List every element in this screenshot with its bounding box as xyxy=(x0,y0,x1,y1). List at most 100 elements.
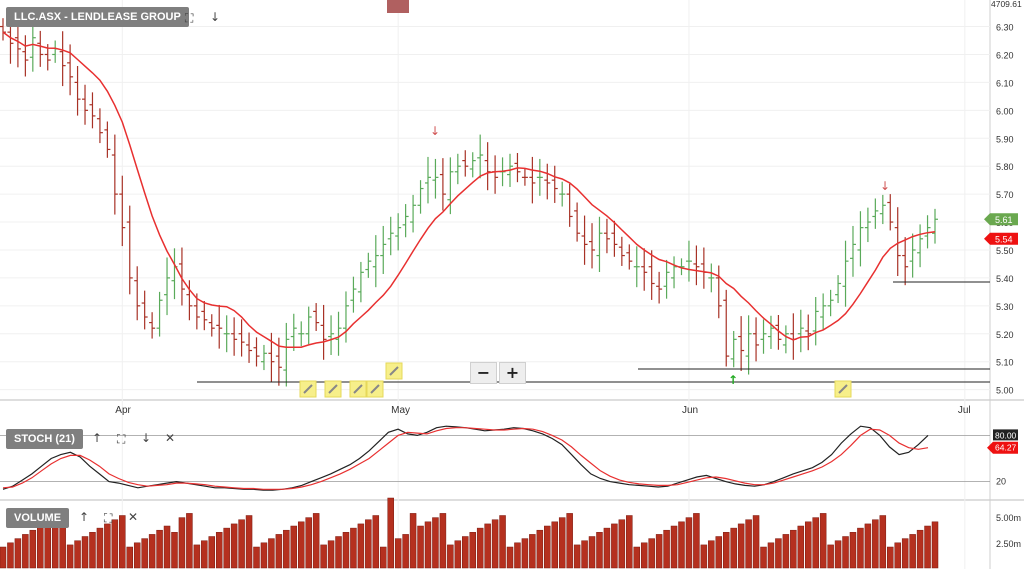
volume-bar xyxy=(156,529,163,569)
volume-bar xyxy=(193,544,201,569)
volume-bar xyxy=(268,538,275,569)
volume-bar xyxy=(655,534,663,569)
volume-tick-label: 2.50m xyxy=(996,539,1021,549)
volume-bar xyxy=(581,540,588,569)
volume-bar xyxy=(37,525,44,569)
zoom-in-button[interactable]: + xyxy=(499,362,526,384)
y-tick-label: 6.00 xyxy=(996,106,1014,116)
volume-bar xyxy=(394,538,402,569)
volume-bar xyxy=(857,527,864,569)
volume-bar xyxy=(297,521,305,569)
volume-bar xyxy=(119,515,126,569)
volume-bar xyxy=(417,525,424,569)
volume-bar xyxy=(648,538,655,569)
volume-bar xyxy=(350,527,357,569)
volume-bar xyxy=(670,525,678,569)
volume-bar xyxy=(163,525,171,569)
volume-bar xyxy=(536,529,544,569)
volume-bar xyxy=(283,529,290,569)
volume-bar xyxy=(7,542,14,569)
volume-bar xyxy=(790,529,797,569)
y-tick-label: 6.10 xyxy=(996,78,1014,88)
volume-bar xyxy=(506,546,514,569)
y-tick-label: 5.70 xyxy=(996,190,1014,200)
volume-bar xyxy=(864,523,872,569)
volume-bar xyxy=(782,534,790,569)
volume-bar xyxy=(14,538,22,569)
collapse-tab[interactable] xyxy=(387,0,409,13)
volume-bar xyxy=(171,532,178,569)
volume-bar xyxy=(812,517,819,569)
arrow-up-icon[interactable]: ↑ xyxy=(92,431,103,445)
volume-bar xyxy=(663,529,670,569)
volume-bar xyxy=(312,513,320,569)
volume-bar xyxy=(387,497,394,569)
volume-bar xyxy=(365,519,372,569)
volume-bar xyxy=(253,546,260,569)
volume-bar xyxy=(491,519,499,569)
pencil-icon xyxy=(389,366,399,376)
volume-bar xyxy=(327,540,335,569)
arrow-up-icon[interactable]: ↑ xyxy=(79,510,90,524)
arrow-down-icon[interactable]: ↓ xyxy=(141,431,152,445)
volume-bar xyxy=(700,544,708,569)
volume-bar xyxy=(126,546,134,569)
y-tick-label: 5.80 xyxy=(996,162,1014,172)
volume-bar xyxy=(305,517,312,569)
close-icon[interactable]: ✕ xyxy=(165,431,176,445)
volume-bar xyxy=(432,517,439,569)
expand-icon[interactable]: ⛶ xyxy=(185,11,194,25)
volume-bar xyxy=(603,527,611,569)
stoch-label: STOCH (21) xyxy=(6,429,83,449)
volume-bar xyxy=(797,525,805,569)
arrow-down-icon[interactable]: ↓ xyxy=(210,10,221,24)
volume-bar xyxy=(439,513,447,569)
volume-bar xyxy=(834,540,842,569)
volume-bar xyxy=(74,540,81,569)
y-tick-label: 5.40 xyxy=(996,274,1014,284)
zoom-out-button[interactable]: − xyxy=(470,362,497,384)
volume-bar xyxy=(96,527,104,569)
expand-icon[interactable]: ⛶ xyxy=(104,511,113,525)
ma-price-label: 5.54 xyxy=(995,234,1013,244)
x-tick-label: Jul xyxy=(958,405,971,416)
y-tick-label: 6.20 xyxy=(996,50,1014,60)
volume-bar xyxy=(484,523,491,569)
arrow-down-icon: ↓ xyxy=(430,124,440,138)
volume-bar xyxy=(499,515,506,569)
last-price-label: 5.61 xyxy=(995,215,1013,225)
volume-bar xyxy=(372,515,380,569)
volume-bar xyxy=(879,515,887,569)
volume-bar xyxy=(566,513,573,569)
volume-bar xyxy=(737,523,745,569)
pencil-icon xyxy=(353,384,363,394)
pencil-icon xyxy=(303,384,313,394)
last-price-badge xyxy=(984,213,1018,226)
volume-bar xyxy=(551,521,558,569)
volume-bar xyxy=(887,546,894,569)
volume-bar xyxy=(730,527,737,569)
volume-bar xyxy=(380,546,387,569)
y-tick-label: 5.30 xyxy=(996,302,1014,312)
volume-bar xyxy=(909,534,916,569)
close-icon[interactable]: ✕ xyxy=(128,510,139,524)
volume-bar xyxy=(529,534,536,569)
volume-bar xyxy=(238,519,245,569)
volume-bar xyxy=(573,544,581,569)
volume-bar xyxy=(894,542,901,569)
top-value-label: 4709.61 xyxy=(991,0,1022,9)
volume-bar xyxy=(521,538,529,569)
volume-bar xyxy=(514,542,521,569)
volume-bar xyxy=(290,525,298,569)
volume-bar xyxy=(141,538,148,569)
pencil-icon xyxy=(328,384,338,394)
volume-bar xyxy=(0,546,7,569)
stoch-d-line xyxy=(2,427,929,490)
volume-bar xyxy=(901,538,909,569)
volume-bar xyxy=(558,517,566,569)
volume-bar xyxy=(849,532,857,569)
expand-icon[interactable]: ⛶ xyxy=(117,432,126,446)
volume-bar xyxy=(245,515,253,569)
y-tick-label: 5.10 xyxy=(996,358,1014,368)
pencil-icon xyxy=(370,384,380,394)
